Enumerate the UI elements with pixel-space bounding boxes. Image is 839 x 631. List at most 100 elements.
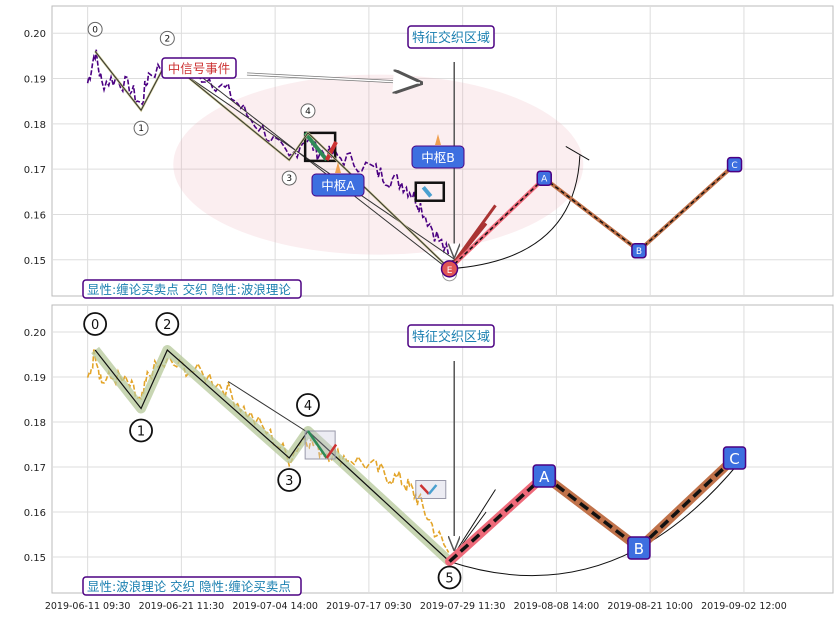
- hub-label-pointer: [435, 134, 441, 145]
- x-tick-label: 2019-08-08 14:00: [514, 601, 600, 612]
- caption-label: 显性:缠论买卖点 交织 隐性:波浪理论: [87, 282, 291, 297]
- projection-segment-dash: [638, 164, 736, 252]
- region-label-group: 特征交织区域: [407, 25, 495, 49]
- projection-marker: [726, 156, 743, 173]
- hub-stroke-red: [325, 443, 338, 459]
- region-label: 特征交织区域: [412, 329, 490, 345]
- wave-path: [94, 51, 450, 270]
- hub-stroke-blue: [427, 484, 438, 495]
- caption-label: 显性:波浪理论 交织 隐性:缠论买卖点: [87, 579, 291, 594]
- projection-arc: [449, 155, 581, 270]
- projection-arc: [449, 462, 740, 577]
- wave-marker-label: E: [447, 266, 453, 276]
- signal-label-box: [161, 57, 237, 79]
- projection-marker: [631, 242, 647, 259]
- projection-segment-dash: [448, 474, 546, 563]
- wave-marker-label: 1: [137, 425, 145, 440]
- x-tick-label: 2019-08-21 10:00: [607, 601, 693, 612]
- y-tick-label: 0.16: [24, 508, 46, 519]
- hub-stroke-blue: [421, 185, 433, 198]
- hub-stroke-red: [324, 141, 338, 161]
- wave-marker: [281, 170, 297, 186]
- trend-channel: [227, 381, 313, 436]
- y-tick-label: 0.19: [24, 75, 46, 86]
- hub-stroke-red-b: [419, 484, 430, 495]
- x-tick-label: 2019-09-02 12:00: [701, 601, 787, 612]
- hub-label-pointer: [335, 162, 341, 173]
- y-tick-label: 0.18: [24, 418, 46, 429]
- wave-marker: [87, 21, 103, 37]
- x-tick-label: 2019-07-17 09:30: [326, 601, 412, 612]
- hub-stroke-green: [303, 131, 329, 162]
- y-tick-label: 0.20: [24, 328, 46, 339]
- y-tick-label: 0.15: [24, 553, 46, 564]
- x-tick-label: 2019-07-04 14:00: [232, 601, 318, 612]
- wave-marker-label: 0: [92, 25, 98, 35]
- wave-marker: [300, 103, 316, 119]
- wave-marker-label: 2: [164, 34, 170, 44]
- hub-stroke-green: [306, 430, 328, 459]
- y-tick-label: 0.19: [24, 373, 46, 384]
- arc-tick: [565, 146, 590, 161]
- wave-marker: [83, 312, 108, 336]
- region-label: 特征交织区域: [412, 30, 490, 46]
- x-tick-label: 2019-07-29 11:30: [420, 601, 506, 612]
- hub-label: 中枢B: [421, 150, 455, 165]
- region-label-box: [407, 324, 495, 348]
- wave-marker-label: 4: [304, 399, 312, 414]
- wave-marker-e: [440, 260, 459, 278]
- hub-box-b: [415, 480, 447, 499]
- projection-marker: [627, 536, 651, 560]
- wave-marker-label: 3: [285, 474, 293, 489]
- projection-marker-label: A: [541, 175, 548, 185]
- wave-marker-label: 5: [445, 572, 453, 587]
- y-tick-label: 0.16: [24, 210, 46, 221]
- hub-label-box: [311, 173, 365, 197]
- y-tick-label: 0.15: [24, 256, 46, 267]
- y-tick-label: 0.18: [24, 120, 46, 131]
- projection-marker: [536, 170, 552, 186]
- x-tick-label: 2019-06-21 11:30: [139, 601, 225, 612]
- wave-marker-label: 0: [91, 318, 99, 333]
- wave-marker-label: 1: [138, 124, 144, 134]
- projection-marker-label: B: [636, 247, 642, 257]
- wave-marker-label: 4: [305, 107, 311, 117]
- signal-label: 中信号事件: [168, 61, 231, 76]
- projection-marker: [532, 464, 556, 488]
- caption-box: [82, 279, 302, 299]
- projection-segment-dash: [637, 456, 736, 550]
- wave-marker: [133, 120, 149, 136]
- wave-marker: [129, 418, 153, 443]
- plot-frame: [51, 304, 834, 594]
- projection-marker-label: B: [634, 540, 644, 558]
- wave-marker: [437, 565, 462, 590]
- projection-marker-label: C: [731, 161, 737, 171]
- feature-region-ellipse: [173, 74, 584, 255]
- projection-segment-dash: [449, 177, 545, 270]
- projection-marker-label: C: [729, 450, 739, 468]
- hub-label: 中枢A: [321, 178, 355, 193]
- region-label-box: [407, 25, 495, 49]
- hub-label-box: [411, 145, 465, 169]
- wave-marker: [155, 312, 180, 336]
- projection-marker-label: A: [539, 468, 550, 486]
- region-label-group: 特征交织区域: [407, 324, 495, 348]
- projection-segment-dash: [543, 474, 640, 550]
- wave-marker-label: 3: [286, 174, 292, 184]
- wave-marker: [296, 393, 320, 417]
- caption-box: [82, 576, 302, 596]
- signal-arrow-inner: [246, 73, 421, 84]
- y-tick-label: 0.17: [24, 463, 46, 474]
- y-tick-label: 0.20: [24, 29, 46, 40]
- x-tick-label: 2019-06-11 09:30: [45, 601, 131, 612]
- wave-marker: [159, 30, 175, 46]
- hub-box-b: [414, 181, 446, 202]
- projection-marker: [722, 446, 747, 470]
- y-tick-label: 0.17: [24, 165, 46, 176]
- wave-marker: [277, 468, 302, 492]
- projection-segment-dash: [543, 177, 640, 252]
- wave-marker-label: 2: [163, 318, 171, 333]
